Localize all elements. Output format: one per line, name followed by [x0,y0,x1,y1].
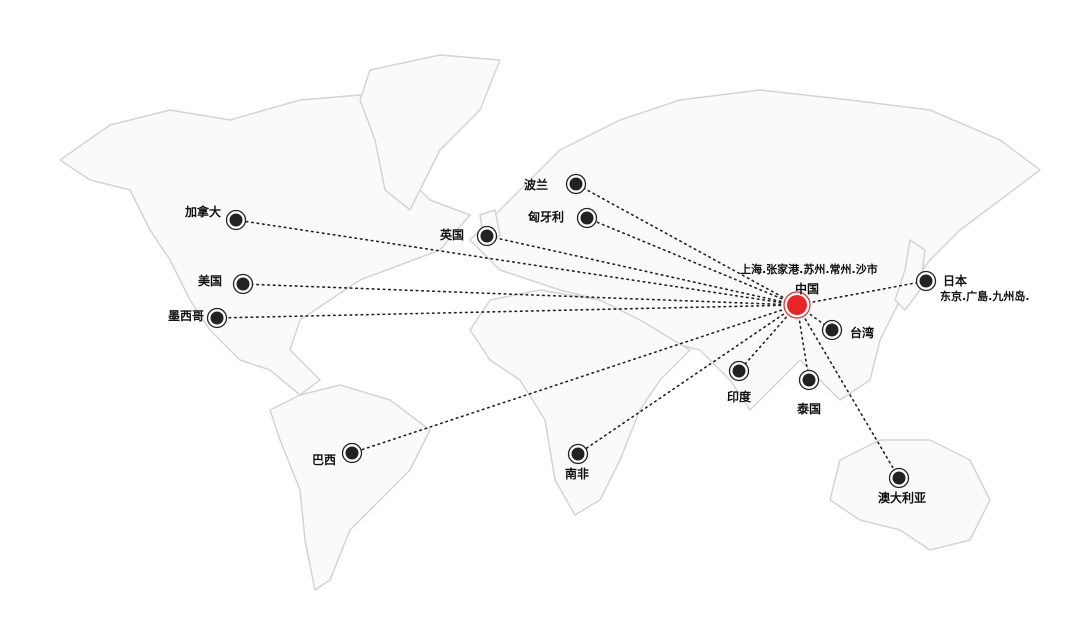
japan [894,239,926,311]
japan-cities-label: 东京.广島.九州岛. [940,290,1030,303]
marker-英国[interactable] [476,225,498,247]
marker-日本[interactable] [915,270,937,292]
label-poland: 波兰 [524,178,549,192]
label-mexico: 墨西哥 [168,309,205,323]
marker-南非[interactable] [567,443,589,465]
marker-巴西[interactable] [341,442,363,464]
marker-美国[interactable] [232,273,254,295]
south-america [269,384,431,591]
label-japan: 日本 [943,274,968,288]
marker-匈牙利[interactable] [576,207,598,229]
marker-加拿大[interactable] [225,209,247,231]
label-india: 印度 [727,390,752,404]
label-uk: 英国 [440,228,465,242]
label-taiwan: 台湾 [850,326,875,340]
marker-台湾[interactable] [821,319,843,341]
australia [829,439,991,551]
label-south-africa: 南非 [565,467,590,481]
route-line [235,219,798,306]
route-line [796,280,927,306]
route-line [242,283,798,306]
marker-波兰[interactable] [565,173,587,195]
label-canada: 加拿大 [185,205,222,219]
label-brazil: 巴西 [312,453,337,467]
hub-label: 中国 [795,282,820,296]
route-line [586,217,798,306]
north-america [59,94,471,396]
marker-墨西哥[interactable] [206,307,228,329]
label-thailand: 泰国 [797,402,822,416]
route-line [351,304,798,454]
route-line [486,235,798,306]
marker-泰国[interactable] [798,369,820,391]
route-line [216,304,798,319]
label-australia: 澳大利亚 [878,491,927,505]
route-line [577,304,798,455]
route-line [738,304,798,372]
label-usa: 美国 [198,274,223,288]
route-line [575,183,798,306]
marker-印度[interactable] [728,360,750,382]
label-hungary: 匈牙利 [528,210,565,224]
hub-cities-label: 上海.张家港.苏州.常州.沙市 [740,263,878,276]
route-line [796,304,900,479]
markers [206,173,937,489]
land-outlines [59,54,1041,591]
africa [469,289,691,516]
greenland [359,54,501,211]
hub-marker[interactable] [783,291,811,319]
marker-澳大利亚[interactable] [888,467,910,489]
